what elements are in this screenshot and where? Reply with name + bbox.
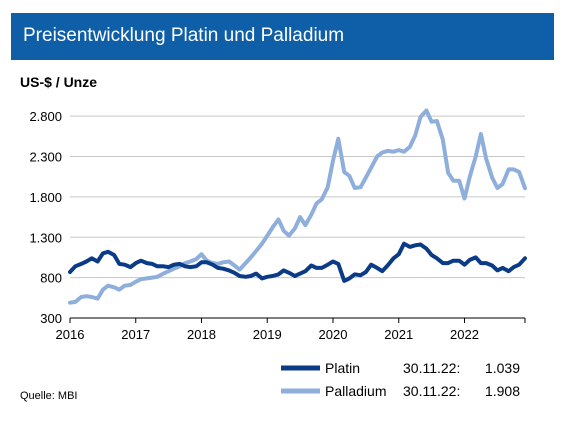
series-line-platin bbox=[68, 241, 527, 283]
y-tick-label: 800 bbox=[40, 271, 62, 286]
x-tick-label: 2016 bbox=[56, 327, 85, 342]
y-tick-label: 300 bbox=[40, 311, 62, 326]
x-tick-label: 2021 bbox=[384, 327, 413, 342]
x-tick-label: 2020 bbox=[319, 327, 348, 342]
y-tick-label: 2.300 bbox=[29, 150, 62, 165]
chart-title: Preisentwicklung Platin und Palladium bbox=[23, 25, 345, 46]
legend-label-palladium: Palladium bbox=[325, 383, 386, 399]
legend-date-platin: 30.11.22: bbox=[403, 360, 460, 376]
legend-date-palladium: 30.11.22: bbox=[403, 383, 460, 399]
x-tick-label: 2017 bbox=[121, 327, 150, 342]
legend-value-platin: 1.039 bbox=[485, 360, 520, 376]
series-line-palladium bbox=[68, 108, 527, 305]
y-tick-label: 2.800 bbox=[29, 109, 62, 124]
y-axis-unit-label: US-$ / Unze bbox=[20, 74, 98, 90]
legend-label-platin: Platin bbox=[325, 360, 360, 376]
y-tick-label: 1.800 bbox=[29, 190, 62, 205]
source-note: Quelle: MBI bbox=[20, 390, 78, 402]
x-tick-label: 2019 bbox=[253, 327, 282, 342]
title-bar: Preisentwicklung Platin und Palladium bbox=[11, 13, 554, 60]
gridlines bbox=[70, 115, 525, 279]
series-lines bbox=[68, 108, 527, 305]
legend-value-palladium: 1.908 bbox=[485, 383, 520, 399]
axes: 300 800 1.300 1.800 2.300 2.800 2016 2017 2018 20… bbox=[29, 109, 526, 342]
legend: Platin 30.11.22: 1.039 Palladium 30.11.22: 1.… bbox=[281, 360, 520, 399]
x-tick-label: 2018 bbox=[187, 327, 216, 342]
x-tick-label: 2022 bbox=[450, 327, 479, 342]
y-tick-label: 1.300 bbox=[29, 230, 62, 245]
